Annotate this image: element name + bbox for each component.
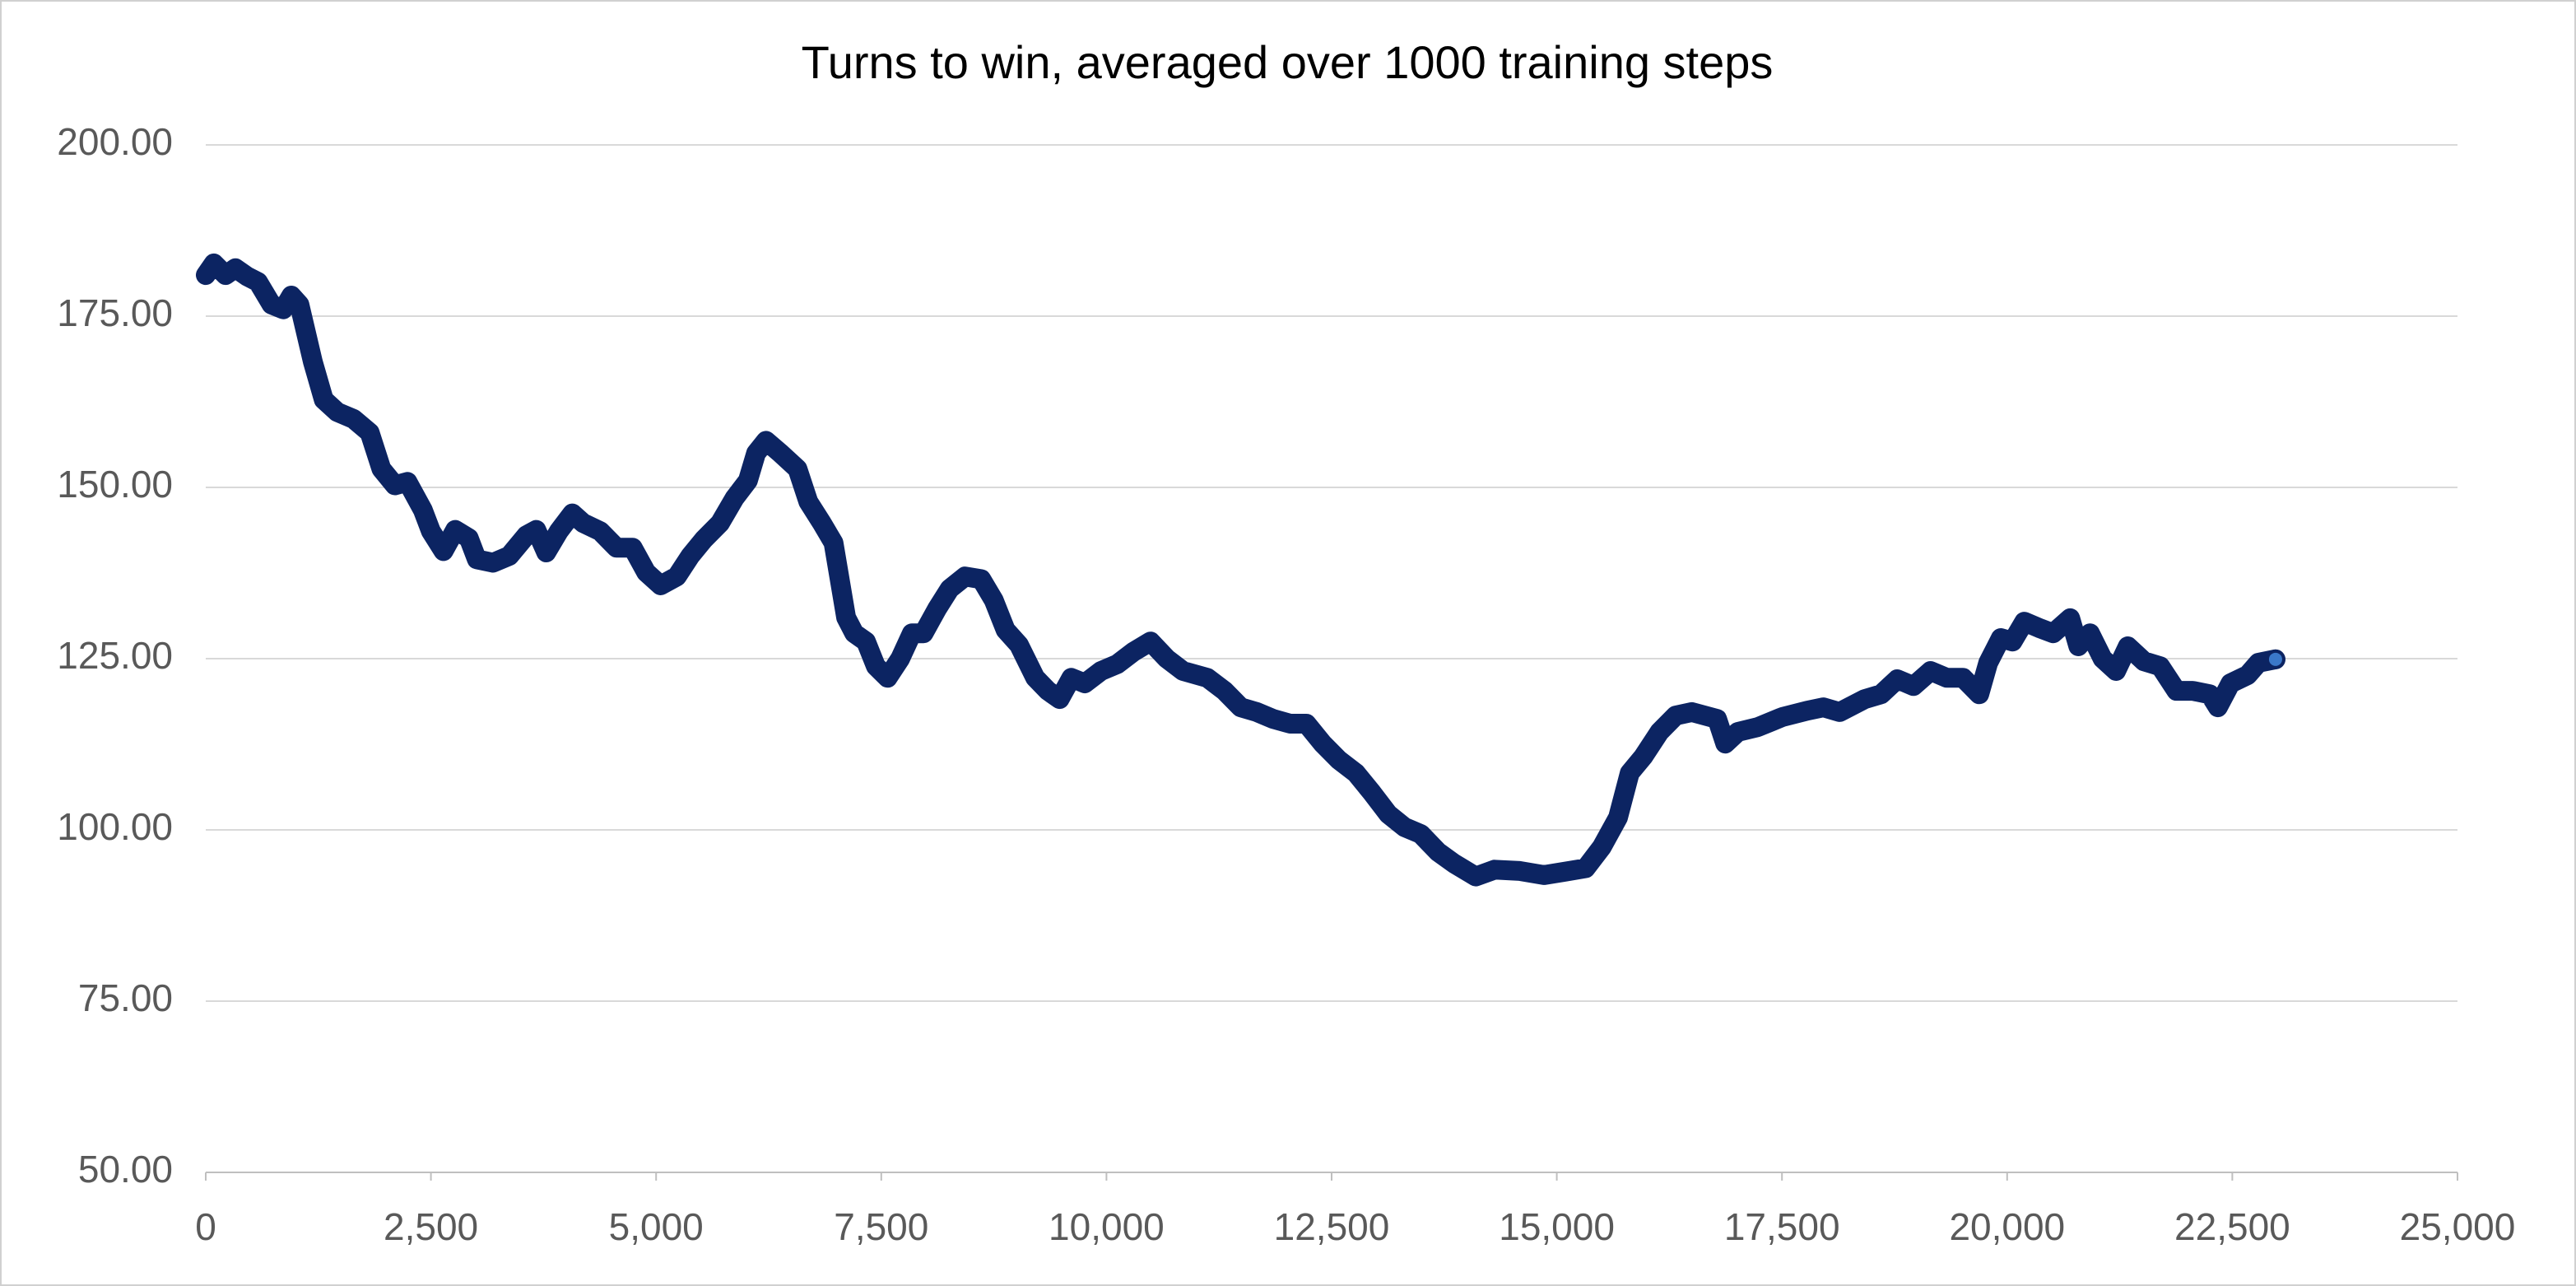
y-tick-label: 125.00 <box>57 634 173 677</box>
y-tick-label: 150.00 <box>57 463 173 506</box>
x-tick-label: 5,000 <box>609 1205 704 1248</box>
x-tick-label: 2,500 <box>384 1205 478 1248</box>
data-line <box>196 253 2285 887</box>
x-tick-label: 22,500 <box>2174 1205 2290 1248</box>
y-tick-label: 75.00 <box>78 976 173 1019</box>
x-tick-label: 15,000 <box>1499 1205 1615 1248</box>
x-tick-label: 10,000 <box>1049 1205 1165 1248</box>
y-tick-label: 100.00 <box>57 805 173 848</box>
x-tick-label: 7,500 <box>834 1205 928 1248</box>
end-point <box>2265 649 2285 669</box>
y-tick-label: 175.00 <box>57 291 173 334</box>
chart-title: Turns to win, averaged over 1000 trainin… <box>802 36 1774 88</box>
y-tick-label: 50.00 <box>78 1148 173 1190</box>
y-tick-label: 200.00 <box>57 120 173 163</box>
x-tick-label: 12,500 <box>1274 1205 1390 1248</box>
x-tick-label: 17,500 <box>1724 1205 1840 1248</box>
x-tick-label: 0 <box>195 1205 216 1248</box>
x-tick-label: 20,000 <box>1949 1205 2065 1248</box>
x-tick-label: 25,000 <box>2400 1205 2516 1248</box>
